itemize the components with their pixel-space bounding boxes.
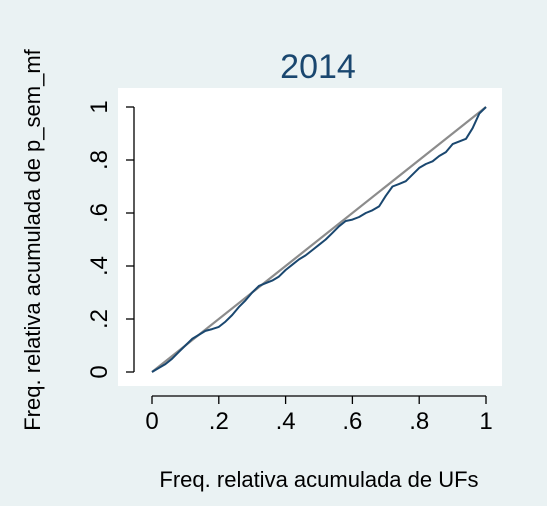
chart-title: 2014 — [280, 48, 356, 86]
x-tick-label: 1 — [479, 408, 492, 435]
axis-ticks: 0 .2 .4 .6 .8 1 0 .2 .4 .6 .8 1 — [86, 100, 493, 435]
y-tick-label: 1 — [86, 100, 113, 113]
equality-line — [151, 106, 487, 373]
x-tick-label: 0 — [145, 408, 158, 435]
y-axis-label: Freq. relativa acumulada de p_sem_mf — [20, 48, 45, 430]
x-axis-label: Freq. relativa acumulada de UFs — [159, 467, 478, 492]
x-tick-label: .6 — [342, 408, 362, 435]
y-tick-label: .6 — [86, 203, 113, 223]
y-tick-label: .8 — [86, 150, 113, 170]
y-tick-label: .2 — [86, 309, 113, 329]
plot-area — [118, 88, 502, 386]
y-tick-label: 0 — [86, 365, 113, 378]
x-tick-label: .2 — [209, 408, 229, 435]
y-tick-label: .4 — [86, 256, 113, 276]
x-tick-label: .8 — [409, 408, 429, 435]
x-tick-label: .4 — [276, 408, 296, 435]
series-line — [151, 106, 487, 373]
